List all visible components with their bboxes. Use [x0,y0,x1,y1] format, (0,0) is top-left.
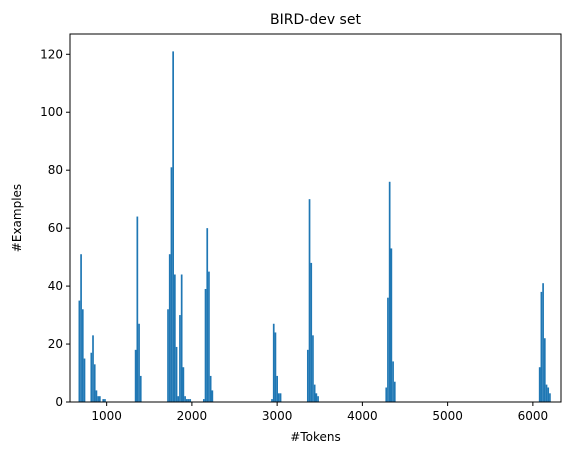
histogram-bar [204,288,207,402]
histogram-bar [549,393,551,402]
histogram-bar [387,297,389,402]
histogram-bar [136,216,139,402]
histogram-bar [206,228,209,402]
y-tick-label: 20 [48,337,63,351]
histogram-bar [97,396,99,402]
histogram-bar [274,332,277,402]
histogram-bar [180,274,183,402]
histogram-bar [392,361,394,402]
histogram-bar [134,349,137,402]
histogram-bar [92,335,94,402]
histogram-bar [543,338,546,402]
histogram-bar [540,291,543,402]
histogram-bar [209,375,212,402]
x-tick-label: 5000 [432,409,463,423]
histogram-bar [393,381,396,402]
histogram-bar [139,375,142,402]
x-tick-label: 2000 [177,409,208,423]
histogram-bar [138,323,140,402]
x-axis-ticks: 1000 2000 3000 4000 5000 6000 [91,402,548,423]
histogram-bar [211,390,214,402]
histogram-bar [93,364,96,402]
x-tick-label: 1000 [91,409,122,423]
y-tick-label: 40 [48,279,63,293]
histogram-bar [184,396,186,402]
histogram-bar [547,387,550,402]
histogram-bar [78,300,81,402]
x-axis-label: #Tokens [290,430,340,444]
histogram-bar [208,271,210,402]
plot-frame [69,33,562,403]
histogram-bar [310,262,313,402]
histogram-bar [277,393,280,402]
bars-group [78,51,551,402]
histogram-bar [271,399,273,402]
histogram-bar [390,248,393,402]
histogram-bar [279,393,282,402]
histogram-bar [187,399,190,402]
histogram-bar [202,399,205,402]
histogram-bar [385,387,388,402]
x-tick-label: 4000 [347,409,378,423]
y-axis-ticks: 0 20 40 60 80 100 120 [40,47,70,409]
y-axis-label: #Examples [10,184,24,252]
histogram-bar [388,181,391,402]
x-tick-label: 3000 [262,409,293,423]
histogram-bar [81,309,84,402]
y-tick-label: 120 [40,47,63,61]
histogram-bar [102,399,105,402]
histogram-bar [317,396,319,402]
histogram-bar [95,390,98,402]
histogram-bar [276,375,278,402]
histogram-bar [272,323,275,402]
histogram-bar [308,199,311,402]
histogram-bar [538,367,541,402]
chart-title: BIRD-dev set [270,12,361,28]
histogram-bar [170,167,173,402]
histogram-bar [80,254,82,402]
histogram-bar [175,346,178,402]
histogram-bar [189,399,192,402]
x-tick-label: 6000 [518,409,549,423]
histogram-bar [98,396,101,402]
histogram-bar [306,349,309,402]
histogram-bar [168,254,171,402]
y-tick-label: 60 [48,221,63,235]
histogram-bar [179,315,181,402]
histogram-bar [177,396,180,402]
histogram-bar [104,399,106,402]
histogram-bar [185,399,188,402]
histogram-bar [545,384,548,402]
y-tick-label: 0 [55,395,63,409]
histogram-bar [182,367,185,402]
y-tick-label: 80 [48,163,63,177]
histogram-bar [542,283,544,402]
histogram-bar [315,393,318,402]
histogram-bar [313,384,316,402]
histogram-bar [312,335,314,402]
histogram-bar [174,274,176,402]
histogram-bar [167,309,169,402]
histogram-bar [83,358,86,402]
histogram-bar [90,352,93,402]
histogram-bar [172,51,174,402]
y-tick-label: 100 [40,105,63,119]
